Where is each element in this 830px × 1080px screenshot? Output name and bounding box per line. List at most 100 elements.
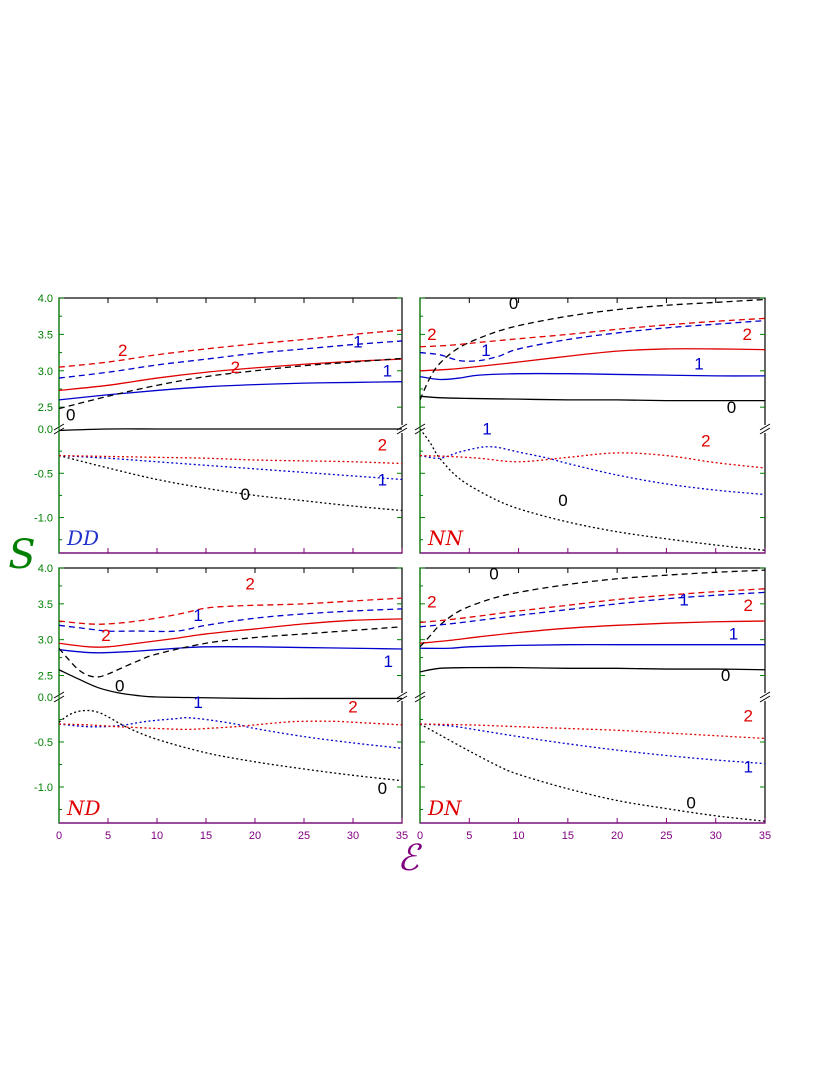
series-mode1-dotted [420, 446, 765, 496]
series-mode1-solid [420, 372, 765, 381]
panel-dd: 4.0 3.5 3.0 2.5 0.0 -0.5 -1.0 2 2 1 1 0 2 1 0 DD [34, 293, 408, 554]
x-tick-label: 5 [466, 830, 472, 842]
y-tick-label: 0.0 [38, 424, 53, 436]
axis-break-mark [759, 695, 771, 703]
series-mode2-solid [420, 348, 765, 372]
panel-label-nd: ND [66, 796, 101, 820]
curve-label-mode0: 0 [558, 491, 567, 510]
series-mode2-dotted [420, 452, 765, 469]
y-tick-label: 2.5 [38, 671, 53, 683]
series-mode1-dashed [420, 319, 765, 362]
curve-label-mode2: 2 [348, 697, 357, 716]
curve-label-mode1: 1 [193, 606, 202, 625]
series-mode0-solid [420, 395, 765, 402]
curve-label-mode1: 1 [384, 652, 393, 671]
series-mode2-solid [420, 620, 765, 644]
axis-break-mark [396, 691, 408, 699]
series-mode2-dashed [420, 588, 765, 624]
x-tick-label: 25 [298, 830, 310, 842]
x-tick-label: 20 [611, 830, 623, 842]
series-mode1-solid [59, 646, 402, 654]
y-tick-label: -0.5 [34, 737, 53, 749]
panels: 4.03.53.02.50.0-0.5-1.022110210DD0212101… [34, 293, 771, 842]
y-tick-label: -0.5 [34, 468, 53, 480]
series-mode1-solid [59, 381, 402, 401]
y-tick-label: 4.0 [38, 293, 53, 305]
curve-label-mode0: 0 [509, 294, 518, 313]
series-mode0-dashed [420, 298, 765, 401]
x-tick-label: 10 [512, 830, 524, 842]
panel-label-dn: DN [427, 796, 463, 820]
panel-nd: 4.03.53.02.50.0-0.5-1.00 5 10 15 20 25 30 35212… [34, 563, 408, 842]
x-tick-label: 15 [200, 830, 212, 842]
y-tick-label: 4.0 [38, 563, 53, 575]
series-mode2-solid [59, 618, 402, 648]
curve-label-mode0: 0 [115, 676, 124, 695]
y-tick-label: 3.0 [38, 635, 53, 647]
y-tick-label: 0.0 [38, 692, 53, 704]
y-tick-label: -1.0 [34, 513, 53, 525]
x-axis-title: ℰ [397, 838, 422, 879]
series-mode0-dashed [59, 357, 402, 410]
curve-label-mode2: 2 [245, 575, 254, 594]
curve-label-mode1: 1 [744, 758, 753, 777]
x-tick-label: 0 [417, 830, 423, 842]
curve-label-mode0: 0 [240, 485, 249, 504]
curve-label-mode0: 0 [66, 405, 75, 424]
series-mode2-dashed [59, 329, 402, 368]
series-mode0-dashed [420, 569, 765, 648]
curve-label-mode2: 2 [427, 592, 436, 611]
series-mode2-dashed [420, 317, 765, 348]
curve-label-mode2: 2 [701, 432, 710, 451]
series-mode2-solid [59, 358, 402, 392]
curve-label-mode1: 1 [729, 625, 738, 644]
series-mode0-dotted [59, 454, 402, 512]
curve-label-mode2: 2 [378, 435, 387, 454]
series-mode2-dotted [420, 723, 765, 740]
series-mode1-dashed [59, 608, 402, 633]
panel-label-nn: NN [427, 526, 465, 550]
curve-label-mode1: 1 [193, 693, 202, 712]
curve-label-mode2: 2 [743, 325, 752, 344]
series-mode1-solid [420, 643, 765, 650]
axis-break-mark [396, 427, 408, 435]
curve-label-mode1: 1 [679, 590, 688, 609]
panel-label-dd: DD [66, 526, 99, 550]
curve-label-mode1: 1 [353, 332, 362, 351]
series-mode0-dotted [59, 709, 402, 782]
curve-label-mode1: 1 [378, 471, 387, 490]
curve-label-mode2: 2 [101, 626, 110, 645]
curve-label-mode1: 1 [482, 419, 491, 438]
axis-break-gap [760, 425, 770, 433]
y-axis-title: S [8, 532, 35, 578]
curve-label-mode2: 2 [744, 706, 753, 725]
x-tick-label: 30 [710, 830, 722, 842]
curve-label-mode0: 0 [378, 779, 387, 798]
curve-label-mode2: 2 [427, 325, 436, 344]
panel-frame [58, 297, 403, 554]
series-mode0-dotted [420, 723, 765, 822]
panel-frame [419, 297, 766, 554]
series-mode1-dashed [59, 340, 402, 379]
curve-label-mode2: 2 [744, 596, 753, 615]
x-tick-label: 5 [105, 830, 111, 842]
curve-label-mode1: 1 [481, 341, 490, 360]
series-mode1-dotted [420, 723, 765, 765]
curve-label-mode2: 2 [231, 358, 240, 377]
x-tick-label: 30 [347, 830, 359, 842]
series-mode1-dotted [59, 454, 402, 481]
x-tick-label: 20 [249, 830, 261, 842]
axis-break-mark [759, 423, 771, 431]
series-mode2-dashed [59, 597, 402, 625]
axis-break-gap [760, 693, 770, 701]
y-tick-label: 3.5 [38, 329, 53, 341]
x-tick-label: 15 [562, 830, 574, 842]
series-mode0-dashed [59, 626, 402, 678]
series-mode0-dotted [420, 428, 765, 551]
series-mode0-solid [59, 669, 402, 700]
axis-break-mark [759, 691, 771, 699]
